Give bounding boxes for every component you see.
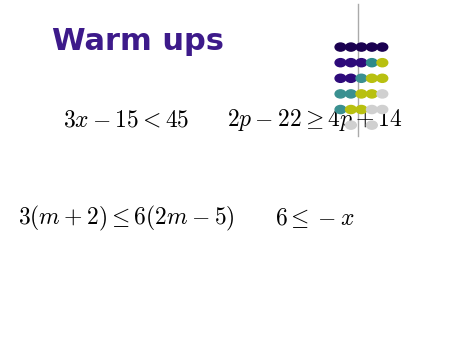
Text: $6\leq-x$: $6\leq-x$ [275,207,354,231]
Text: $3x-15<45$: $3x-15<45$ [63,107,189,131]
Text: $3(m+2)\leq6(2m-5)$: $3(m+2)\leq6(2m-5)$ [18,204,234,233]
Text: $2p-22\geq4p+14$: $2p-22\geq4p+14$ [227,106,402,132]
Text: Warm ups: Warm ups [52,27,224,56]
